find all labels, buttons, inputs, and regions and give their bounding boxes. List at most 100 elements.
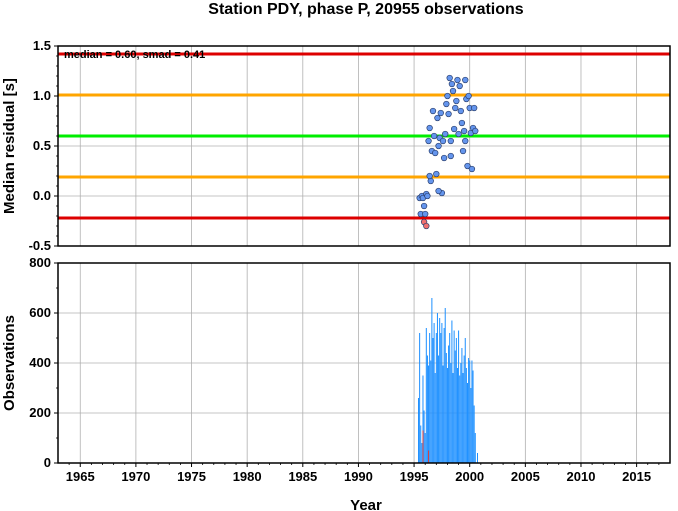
year-tick-label: 1970 — [121, 469, 150, 484]
year-tick-label: 1980 — [233, 469, 262, 484]
observation-bar — [438, 355, 440, 463]
observation-bar — [462, 373, 464, 463]
observation-bar — [432, 338, 434, 463]
residual-point — [457, 107, 464, 115]
residual-point — [462, 137, 469, 145]
observation-bar — [463, 355, 465, 463]
observation-bar — [471, 360, 473, 463]
observations-y-tick-label: 400 — [29, 355, 51, 370]
residual-point — [454, 76, 461, 84]
residual-point — [426, 124, 433, 132]
observation-bar — [449, 333, 451, 463]
observation-bar — [442, 365, 444, 463]
residual-point — [429, 107, 437, 115]
observations-y-axis-label: Observations — [1, 315, 18, 411]
observation-bar — [469, 360, 471, 463]
outlier-observation-bar — [428, 450, 430, 463]
year-tick-label: 2010 — [567, 469, 596, 484]
observation-bar — [433, 323, 435, 463]
residual-point — [460, 127, 468, 135]
observation-bar — [456, 368, 458, 463]
observation-bar — [424, 433, 426, 463]
observation-bar — [426, 355, 428, 463]
residual-point — [422, 210, 429, 218]
residual-point — [445, 110, 452, 118]
observation-bar — [436, 313, 438, 463]
residual-points — [416, 74, 479, 230]
year-tick-label: 1965 — [66, 469, 95, 484]
observation-bar — [453, 330, 455, 463]
observation-bar — [460, 363, 462, 463]
observation-bar — [419, 333, 421, 463]
observation-bar — [440, 333, 442, 463]
observation-bar — [476, 453, 478, 463]
year-tick-label: 1995 — [400, 469, 429, 484]
outlier-residual-point — [423, 222, 430, 230]
residual-point — [435, 142, 442, 150]
observations-y-tick-label: 800 — [29, 255, 51, 270]
year-tick-label: 1985 — [288, 469, 317, 484]
residual-point — [434, 114, 441, 122]
residual-point — [458, 119, 466, 127]
residual-point — [448, 80, 456, 88]
observation-bar — [472, 370, 474, 463]
residual-point — [471, 104, 478, 112]
residual-point — [449, 87, 457, 95]
observation-bar — [473, 405, 475, 463]
residual-point — [439, 137, 447, 145]
residual-point — [440, 154, 448, 162]
observation-bar — [455, 338, 457, 463]
observation-bar — [461, 348, 463, 463]
observation-bar — [439, 318, 441, 463]
observation-bar — [468, 358, 470, 463]
residual-point — [453, 97, 460, 105]
observation-bar — [458, 330, 460, 463]
observation-bar — [444, 308, 446, 463]
observation-bar — [431, 298, 433, 463]
residual-point — [462, 76, 469, 84]
observations-y-ticks: 0 200 400 600 800 — [29, 255, 58, 470]
residual-point — [425, 137, 432, 145]
observation-bar — [429, 333, 431, 463]
residual-y-ticks: -0.5 0.0 0.5 1.0 1.5 — [29, 38, 58, 253]
residual-point — [464, 162, 471, 170]
observation-bar — [470, 388, 472, 463]
observation-bar — [421, 443, 423, 463]
residual-point — [452, 104, 459, 112]
observation-bar — [454, 350, 456, 463]
residual-point — [435, 187, 442, 195]
residual-point — [443, 100, 450, 108]
observation-bar — [428, 365, 430, 463]
residual-reference-lines — [58, 52, 670, 220]
residual-point — [447, 137, 454, 145]
residual-point — [433, 170, 440, 178]
residual-point — [446, 74, 453, 82]
residual-point — [427, 177, 434, 185]
residual-point — [459, 147, 467, 155]
observations-bars — [418, 298, 478, 463]
residual-point — [420, 202, 428, 210]
observations-y-tick-label: 0 — [44, 455, 51, 470]
observation-bar — [434, 373, 436, 463]
year-tick-label: 1975 — [177, 469, 206, 484]
observation-bar — [418, 398, 420, 463]
residual-point — [468, 165, 476, 173]
residual-point — [450, 125, 458, 133]
observation-bar — [452, 373, 454, 463]
observation-bar — [422, 375, 424, 463]
observation-bar — [474, 433, 476, 463]
residual-y-tick-label: 1.0 — [33, 88, 51, 103]
observation-bar — [446, 368, 448, 463]
year-tick-label: 2000 — [455, 469, 484, 484]
median-smad-annotation: median = 0.60, smad = 0.41 — [64, 49, 205, 61]
observation-bar — [465, 368, 467, 463]
residual-y-axis-label: Median residual [s] — [1, 78, 18, 214]
residual-point — [472, 127, 479, 135]
residual-point — [465, 92, 472, 100]
year-tick-label: 1990 — [344, 469, 373, 484]
residual-y-tick-label: 0.5 — [33, 138, 51, 153]
year-tick-label: 2005 — [511, 469, 540, 484]
residual-point — [437, 109, 444, 117]
year-tick-label: 2015 — [622, 469, 651, 484]
